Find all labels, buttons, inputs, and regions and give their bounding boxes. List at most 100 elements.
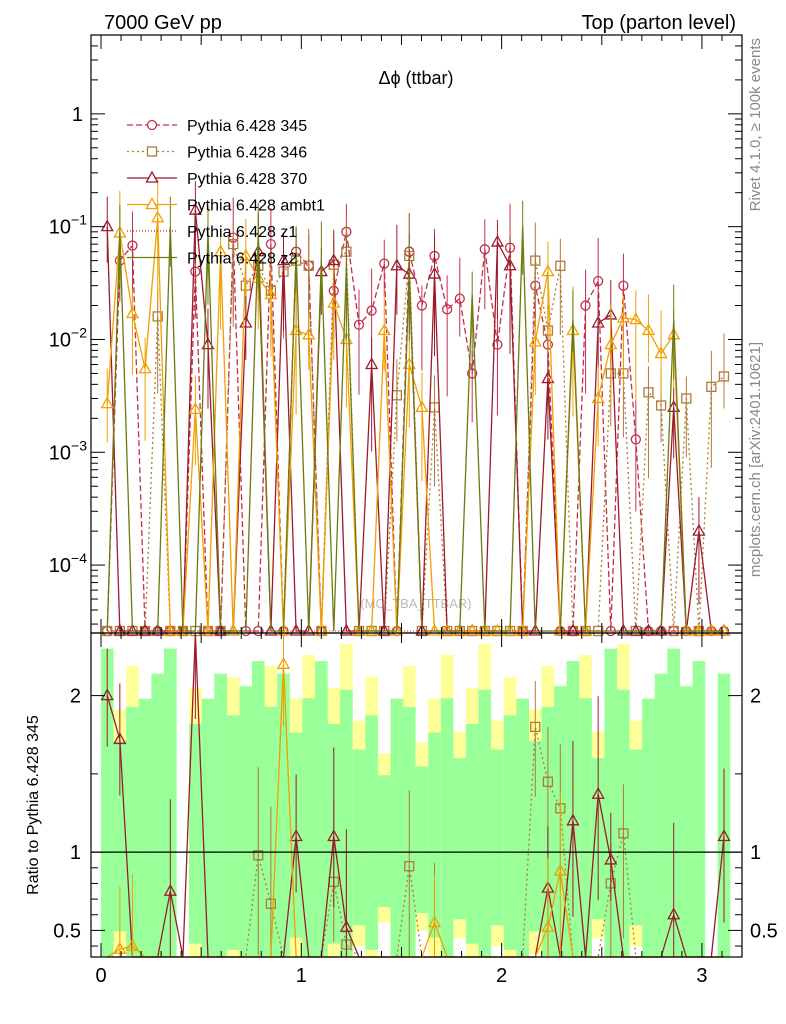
data-point-triangle [176,623,190,636]
data-point-triangle [125,623,140,636]
data-point-triangle [100,396,114,409]
data-point-triangle [302,327,316,340]
plot-title: Δϕ (ttbar) [378,68,453,88]
data-point-triangle [239,248,253,261]
data-point-triangle [213,623,228,636]
legend-label: Pythia 6.428 370 [187,171,307,188]
y-tick-label: 10−2 [49,324,87,351]
data-point-triangle [629,312,643,325]
data-point-triangle [125,306,140,319]
data-point-triangle [717,623,731,636]
ratio-point-triangle [541,919,555,932]
data-point-circle [580,300,591,311]
ratio-y-tick-label: 2 [70,686,81,708]
ratio-band-fill [100,648,114,957]
ratio-band-inner [189,723,202,944]
data-point-square [530,255,541,266]
data-point-triangle [578,623,593,636]
data-point-circle [479,244,490,255]
legend-marker-square [146,146,158,157]
data-point-triangle [427,623,442,636]
data-point-triangle [516,623,530,636]
ratio-band-fill [654,673,668,957]
data-point-triangle [113,623,127,636]
legend-entry: Pythia 6.428 370 [127,170,307,188]
data-point-circle [454,293,465,304]
legend-label: Pythia 6.428 345 [187,118,307,135]
data-point-triangle [163,623,177,636]
data-point-triangle [264,287,278,300]
ratio-point-square [530,721,541,733]
x-tick-label: 2 [496,965,507,987]
data-point-triangle [188,202,202,215]
data-point-triangle [365,357,379,370]
data-point-triangle [453,623,467,636]
data-point-triangle [541,264,555,277]
x-tick-label: 3 [696,965,707,987]
ratio-point-square [542,776,554,787]
ratio-band-fill [516,698,529,957]
legend-marker-circle [146,119,158,131]
ratio-band-inner [629,749,643,926]
ratio-ylabel: Ratio to Pythia 6.428 345 [25,715,42,895]
series-line [106,226,724,632]
data-point-triangle [264,623,278,636]
data-point-circle [492,339,503,350]
data-point-triangle [276,253,291,266]
ratio-point-square [265,898,277,909]
data-point-triangle [151,210,165,223]
ratio-band-inner [478,689,492,957]
main-plot-background [91,35,742,633]
ratio-axes: 0.5 0.5 1 1 2 2 0 1 2 3 [53,632,778,987]
legend-entry: Pythia 6.428 ambt1 [127,197,325,215]
data-point-circle [366,305,377,316]
data-point-triangle [528,623,542,636]
ratio-band-fill [692,661,706,957]
y-tick-label: 1 [72,104,83,126]
legend-marker-triangle [145,197,159,210]
header-left: 7000 GeV pp [104,12,222,34]
ratio-band-fill [315,661,328,957]
data-point-triangle [213,244,228,257]
ratio-point-triangle [667,907,681,920]
ratio-band-inner [226,715,240,950]
y-tick-label: 10−3 [49,437,87,464]
data-point-square [643,387,654,398]
ratio-band-inner [453,758,467,920]
ratio-band-fill [239,686,253,957]
data-point-triangle [201,337,215,350]
data-point-triangle [465,623,479,636]
mcplots-label: mcplots.cern.ch [arXiv:2401.10621] [747,342,764,577]
data-point-triangle [503,258,517,271]
legend-label: Pythia 6.428 z2 [187,251,297,268]
legend-marker-triangle [145,170,159,183]
ratio-y-tick-label-right: 2 [750,686,761,708]
data-point-triangle [528,334,542,347]
x-tick-label: 0 [95,965,106,987]
data-point-triangle [641,623,656,636]
ratio-band-inner [440,698,454,957]
ratio-point-square [618,828,629,839]
legend-entry: Pythia 6.428 345 [127,118,307,135]
data-point-triangle [553,623,567,636]
ratio-band-inner [528,741,542,932]
data-point-triangle [654,623,668,636]
data-point-triangle [327,253,341,266]
data-point-triangle [503,623,517,636]
data-point-square [655,400,667,411]
data-point-triangle [616,623,631,636]
ratio-bands [100,643,731,957]
data-point-circle [618,280,629,291]
data-point-triangle [490,234,505,247]
y-tick-label: 10−1 [49,212,87,239]
ratio-band-inner [428,732,441,938]
data-point-triangle [138,623,152,636]
ratio-band-fill [390,698,404,957]
data-point-circle [265,238,277,250]
data-point-triangle [591,391,605,404]
data-point-triangle [490,623,505,636]
ratio-band-inner [415,766,429,914]
ratio-band-fill [667,648,681,957]
data-point-circle [416,300,428,311]
